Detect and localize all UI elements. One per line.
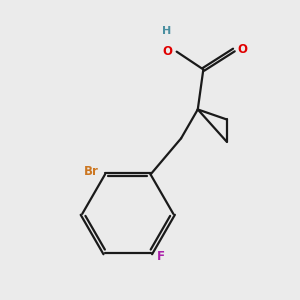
Text: O: O xyxy=(238,43,248,56)
Text: O: O xyxy=(163,45,173,58)
Text: Br: Br xyxy=(83,165,98,178)
Text: F: F xyxy=(157,250,165,262)
Text: H: H xyxy=(162,26,171,35)
